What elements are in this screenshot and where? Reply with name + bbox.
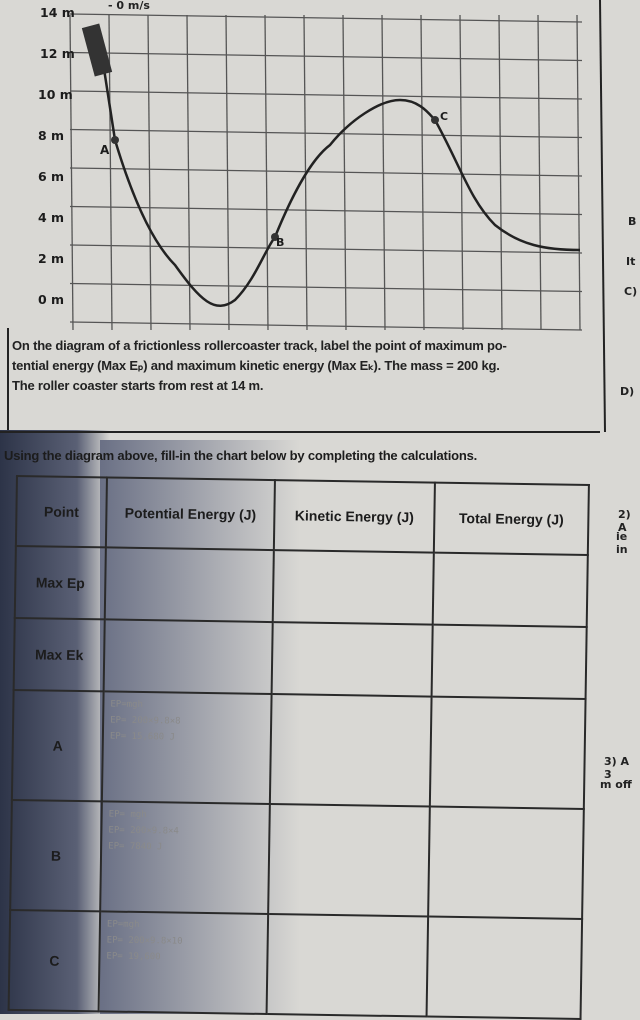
table-row: B EP= mgh EP= 200×9.8×4 EP= 7840 J	[10, 799, 584, 919]
header-potential-energy: Potential Energy (J)	[105, 477, 275, 551]
margin-text: 3) A 3	[604, 755, 630, 781]
kinetic-energy-cell[interactable]	[268, 804, 430, 917]
point-cell: C	[8, 909, 101, 1012]
grid-line	[69, 51, 583, 62]
potential-energy-cell[interactable]: EP= mgh EP= 200×9.8×4 EP= 7840 J	[100, 801, 270, 915]
grid-line	[225, 14, 230, 331]
y-axis-label: 14 m	[40, 5, 75, 20]
grid-line	[69, 205, 583, 216]
margin-text: B	[628, 215, 637, 228]
track-curve	[96, 29, 581, 307]
y-axis-label: 4 m	[38, 210, 65, 225]
margin-text: 2) A	[618, 508, 631, 534]
grid-line	[69, 321, 583, 331]
point-cell: Max Ep	[14, 546, 106, 620]
table-row: A EP=mgh EP= 200×9.8×8 EP= 15,680 J	[11, 689, 586, 809]
kinetic-energy-cell[interactable]	[271, 622, 433, 697]
grid-line	[420, 14, 425, 331]
grid-line	[576, 14, 581, 331]
grid-line	[69, 13, 583, 23]
kinetic-energy-cell[interactable]	[266, 914, 429, 1017]
point-cell: B	[10, 799, 102, 912]
point-a-label: A	[100, 143, 110, 157]
margin-text: It	[626, 255, 636, 268]
y-axis-label: 10 m	[38, 87, 73, 102]
margin-text: ie in	[616, 530, 628, 556]
point-c-marker	[431, 116, 439, 124]
point-cell: A	[11, 689, 104, 802]
y-axis-label: 8 m	[38, 128, 65, 143]
grid-line	[69, 244, 583, 254]
grid-line	[69, 14, 74, 331]
y-axis-label: 2 m	[38, 251, 65, 266]
grid-line	[147, 14, 152, 331]
total-energy-cell[interactable]	[431, 624, 587, 699]
margin-text: m off	[600, 778, 632, 791]
instruction-line: tential energy (Max Eₚ) and maximum kine…	[12, 358, 500, 373]
table-intro: Using the diagram above, fill-in the cha…	[4, 448, 478, 463]
handwritten-calc: EP= 19,600	[106, 951, 161, 963]
grid-line	[69, 128, 583, 139]
potential-energy-cell[interactable]	[103, 619, 273, 695]
potential-energy-cell[interactable]: EP=mgh EP= 200×9.8×10 EP= 19,600	[98, 911, 269, 1015]
point-c-label: C	[440, 110, 449, 123]
grid-line	[537, 14, 542, 331]
table-row: C EP=mgh EP= 200×9.8×10 EP= 19,600	[8, 909, 583, 1019]
table-row: Max Ep	[14, 546, 588, 627]
table-row: Max Ek	[13, 617, 587, 699]
header-kinetic-energy: Kinetic Energy (J)	[273, 480, 435, 553]
handwritten-calc: EP= 7840 J	[108, 841, 163, 853]
total-energy-cell[interactable]	[428, 806, 584, 919]
y-axis-label: 12 m	[40, 46, 75, 61]
grid-line	[69, 282, 583, 293]
kinetic-energy-cell[interactable]	[269, 694, 432, 807]
grid-line	[186, 14, 191, 331]
y-axis-label: 0 m	[38, 292, 65, 307]
point-cell: Max Ek	[13, 617, 105, 692]
coaster-car-icon	[81, 23, 113, 77]
grid-line	[69, 90, 583, 100]
margin-text: D)	[620, 385, 635, 398]
total-energy-cell[interactable]	[426, 916, 583, 1019]
grid-line	[498, 14, 503, 331]
point-a-marker	[111, 136, 119, 144]
instruction-line: The roller coaster starts from rest at 1…	[12, 378, 264, 393]
margin-text: C)	[624, 285, 638, 298]
header-point: Point	[15, 476, 107, 548]
energy-table: Point Potential Energy (J) Kinetic Energ…	[8, 475, 590, 1020]
total-energy-cell[interactable]	[432, 552, 588, 627]
kinetic-energy-cell[interactable]	[272, 550, 434, 625]
potential-energy-cell[interactable]: EP=mgh EP= 200×9.8×8 EP= 15,680 J	[101, 691, 272, 805]
grid-line	[264, 14, 269, 331]
header-total-energy: Total Energy (J)	[433, 482, 589, 555]
grid-line	[69, 167, 583, 177]
potential-energy-cell[interactable]	[104, 547, 274, 623]
instructions: On the diagram of a frictionless rollerc…	[12, 336, 602, 396]
point-b-marker	[271, 233, 279, 241]
top-speed-label: - 0 m/s	[108, 0, 150, 12]
instruction-line: On the diagram of a frictionless rollerc…	[12, 338, 507, 353]
total-energy-cell[interactable]	[429, 696, 586, 809]
handwritten-calc: EP= 15,680 J	[109, 731, 176, 743]
y-axis-label: 6 m	[38, 169, 65, 184]
point-b-label: B	[276, 236, 285, 249]
